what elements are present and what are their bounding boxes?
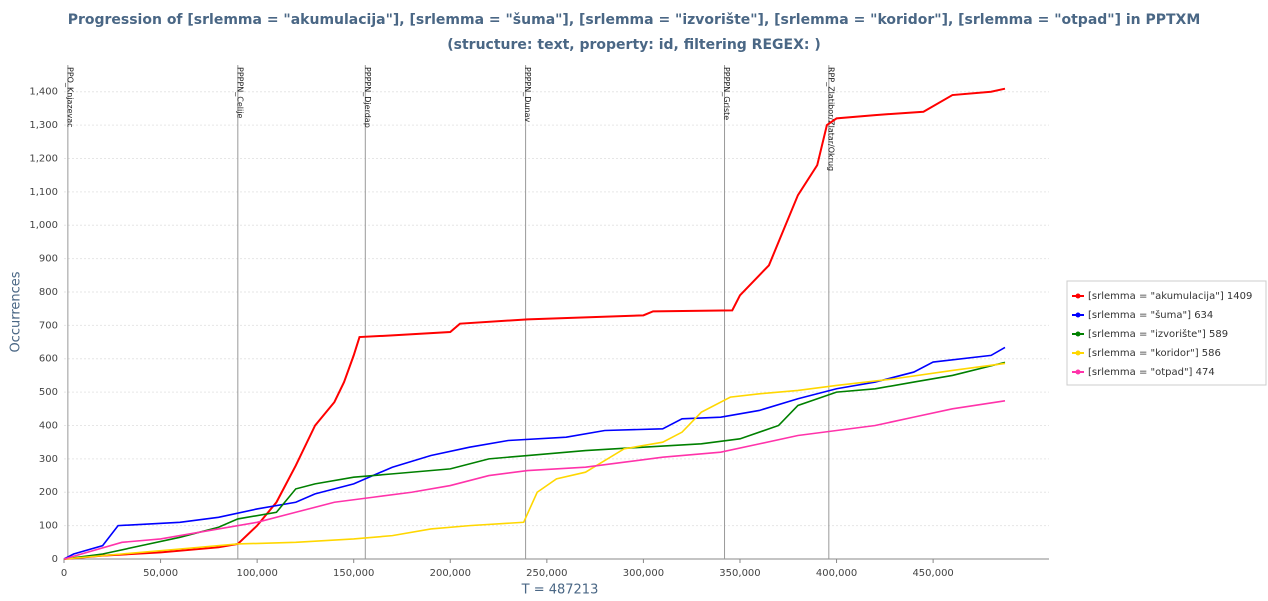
y-tick-label: 1,100	[29, 187, 58, 198]
annotation-label: PPPPN_Grlste	[722, 67, 731, 120]
y-tick-label: 400	[39, 420, 58, 431]
legend-marker	[1075, 369, 1081, 375]
legend-label: [srlemma = "izvorište"] 589	[1088, 328, 1228, 340]
annotation-label: PPPPN_Dunav	[523, 67, 532, 122]
legend-marker	[1075, 293, 1081, 299]
series-line	[63, 361, 1006, 560]
x-tick-label: 200,000	[430, 568, 471, 579]
legend-label: [srlemma = "akumulacija"] 1409	[1088, 291, 1252, 302]
y-tick-label: 1,300	[29, 120, 58, 131]
legend-label: [srlemma = "otpad"] 474	[1088, 367, 1215, 378]
legend-marker	[1075, 331, 1081, 337]
series-line	[63, 346, 1006, 560]
legend-label: [srlemma = "šuma"] 634	[1088, 309, 1213, 321]
y-tick-label: 800	[39, 287, 58, 298]
x-tick-label: 450,000	[912, 568, 953, 579]
y-tick-label: 1,200	[29, 153, 58, 164]
x-tick-label: 400,000	[816, 568, 857, 579]
legend-marker	[1075, 350, 1081, 356]
y-tick-label: 100	[39, 521, 58, 532]
x-tick-label: 50,000	[143, 568, 178, 579]
x-tick-label: 250,000	[526, 568, 567, 579]
y-tick-label: 700	[39, 320, 58, 331]
chart-title: Progression of [srlemma = "akumulacija"]…	[68, 12, 1201, 28]
x-axis-title: T = 487213	[521, 583, 599, 598]
series-line	[63, 87, 1006, 560]
x-tick-label: 350,000	[719, 568, 760, 579]
y-tick-label: 600	[39, 354, 58, 365]
y-axis-title: Occurrences	[9, 271, 24, 352]
series-line	[63, 362, 1006, 560]
annotation-label: PPO_Knjazevac	[65, 67, 74, 128]
annotation-label: PPPPN_Djerdap	[363, 67, 372, 128]
y-tick-label: 200	[39, 487, 58, 498]
x-tick-label: 150,000	[333, 568, 374, 579]
x-tick-label: 300,000	[623, 568, 664, 579]
x-tick-label: 100,000	[236, 568, 277, 579]
x-tick-label: 0	[61, 568, 67, 579]
legend-marker	[1075, 312, 1081, 318]
y-tick-label: 500	[39, 387, 58, 398]
legend-label: [srlemma = "koridor"] 586	[1088, 348, 1221, 359]
y-tick-label: 0	[52, 554, 58, 565]
annotation-label: RPP_Zlatibor/Zlatar/Okrug	[826, 67, 835, 171]
y-tick-label: 1,000	[29, 220, 58, 231]
annotation-label: PPPPN_Celije	[235, 67, 244, 118]
series-line	[63, 399, 1006, 560]
y-tick-label: 900	[39, 254, 58, 265]
y-tick-label: 1,400	[29, 87, 58, 98]
legend-box	[1066, 280, 1267, 386]
chart-subtitle: (structure: text, property: id, filterin…	[447, 37, 821, 53]
y-tick-label: 300	[39, 454, 58, 465]
